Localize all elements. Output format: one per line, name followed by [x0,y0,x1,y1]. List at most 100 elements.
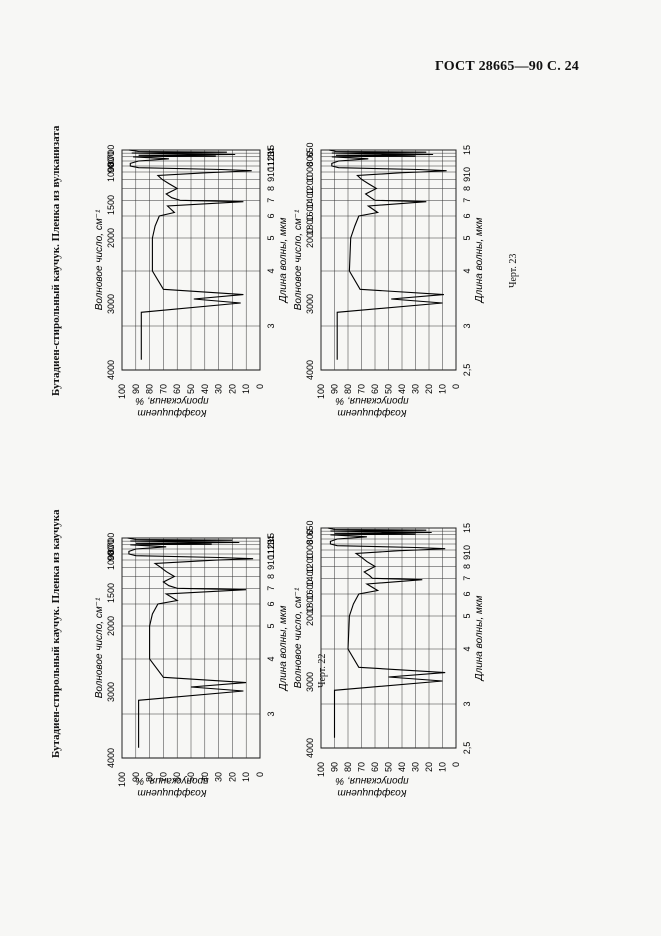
wavelength-tick-label: 3 [266,323,276,328]
y-tick-label: 80 [343,384,353,394]
y-tick-label: 70 [357,384,367,394]
wavenumber-axis-title: Волновое число, см⁻¹ [94,597,105,698]
wavelength-axis-title: Длина волны, мкм [278,217,289,303]
wavenumber-tick-label: 2000 [305,606,315,626]
wavelength-tick-label: 11 [266,549,276,558]
wavelength-tick-label: 8 [462,564,472,569]
y-axis-title: пропускания, % [335,395,408,406]
y-tick-label: 60 [370,384,380,394]
spectrum-panel: 100 90 80 70 60 50 40 30 20 10 0345678910111213141… [94,533,289,787]
y-tick-label: 40 [200,772,210,782]
wavelength-tick-label: 3 [266,711,276,716]
wavelength-axis-title: Длина волны, мкм [474,595,485,681]
wavelength-tick-label: 15 [462,145,472,155]
y-tick-label: 70 [357,762,367,772]
y-tick-label: 100 [117,384,127,399]
y-tick-label: 70 [158,384,168,394]
wavelength-tick-label: 4 [266,656,276,661]
wavelength-tick-label: 5 [462,613,472,618]
y-tick-label: 30 [214,772,224,782]
wavelength-tick-label: 10 [462,545,472,555]
wavelength-tick-label: 4 [462,646,472,651]
wavenumber-tick-label: 1200 [305,175,315,195]
wavelength-tick-label: 9 [462,177,472,182]
wavenumber-tick-label: 3000 [305,294,315,314]
wavenumber-tick-label: 4000 [106,748,116,768]
wavenumber-tick-label: 1400 [305,566,315,586]
y-tick-label: 30 [411,762,421,772]
wavenumber-tick-label: 3000 [305,672,315,692]
y-tick-label: 0 [451,384,461,389]
page-header: ГОСТ 28665—90 С. 24 [435,59,579,74]
wavenumber-tick-label: 1800 [305,215,315,235]
wavelength-tick-label: 6 [462,213,472,218]
wavenumber-tick-label: 650 [305,520,315,535]
spectrum-panel: 100 90 80 70 60 50 40 30 20 10 02,5345678910154000… [293,142,485,399]
y-tick-label: 60 [172,772,182,782]
wavelength-tick-label: 12 [266,156,276,166]
wavelength-tick-label: 13 [266,152,276,162]
wavenumber-tick-label: 1800 [305,593,315,613]
wavenumber-tick-label: 1600 [305,202,315,222]
y-tick-label: 30 [411,384,421,394]
wavelength-tick-label: 4 [266,268,276,273]
wavenumber-tick-label: 1400 [305,188,315,208]
y-tick-label: 80 [343,762,353,772]
wavelength-tick-label: 9 [266,565,276,570]
wavelength-tick-label: 8 [266,186,276,191]
wavelength-tick-label: 15 [266,145,276,155]
wavelength-axis-title: Длина волны, мкм [474,217,485,303]
wavelength-tick-label: 11 [266,161,276,170]
wavelength-tick-label: 2,5 [462,742,472,755]
wavelength-tick-label: 10 [462,167,472,177]
wavelength-tick-label: 6 [266,213,276,218]
y-tick-label: 20 [424,384,434,394]
y-axis-title: пропускания, % [135,775,208,786]
wavelength-tick-label: 14 [266,536,276,546]
y-tick-label: 90 [131,772,141,782]
wavenumber-axis-title: Волновое число, см⁻¹ [293,209,304,310]
wavenumber-axis-title: Волновое число, см⁻¹ [94,209,105,310]
y-axis-title: Коэффициент [337,787,406,799]
wavelength-tick-label: 3 [462,323,472,328]
wavenumber-tick-label: 700 [106,145,116,160]
wavelength-tick-label: 14 [266,148,276,158]
y-tick-label: 10 [241,772,251,782]
y-tick-label: 10 [438,384,448,394]
wavenumber-tick-label: 4000 [305,738,315,758]
wavenumber-tick-label: 800 [305,529,315,544]
y-tick-label: 0 [255,772,265,777]
y-tick-label: 10 [438,762,448,772]
y-tick-label: 50 [186,384,196,394]
y-tick-label: 90 [330,384,340,394]
wavenumber-tick-label: 4000 [305,360,315,380]
y-tick-label: 80 [145,772,155,782]
y-tick-label: 0 [255,384,265,389]
y-axis-title: пропускания, % [335,775,408,786]
wavelength-tick-label: 5 [266,235,276,240]
wavelength-tick-label: 7 [266,198,276,203]
wavenumber-tick-label: 900 [106,158,116,173]
wavelength-tick-label: 10 [266,167,276,177]
wavelength-tick-label: 8 [462,186,472,191]
y-tick-label: 80 [145,384,155,394]
y-tick-label: 40 [397,762,407,772]
wavelength-tick-label: 12 [266,544,276,554]
y-tick-label: 50 [384,762,394,772]
spectrum-line [128,149,252,360]
y-tick-label: 60 [370,762,380,772]
wavenumber-tick-label: 2000 [106,616,116,636]
wavelength-tick-label: 10 [266,555,276,565]
wavenumber-tick-label: 1500 [106,195,116,215]
wavenumber-tick-label: 1000 [305,162,315,182]
wavelength-tick-label: 9 [266,177,276,182]
wavelength-tick-label: 8 [266,574,276,579]
wavenumber-tick-label: 800 [106,539,116,554]
wavenumber-tick-label: 1000 [305,540,315,560]
y-tick-label: 20 [424,762,434,772]
y-tick-label: 50 [384,384,394,394]
y-tick-label: 30 [214,384,224,394]
y-tick-label: 40 [397,384,407,394]
y-axis-title: Коэффициент [137,407,206,419]
